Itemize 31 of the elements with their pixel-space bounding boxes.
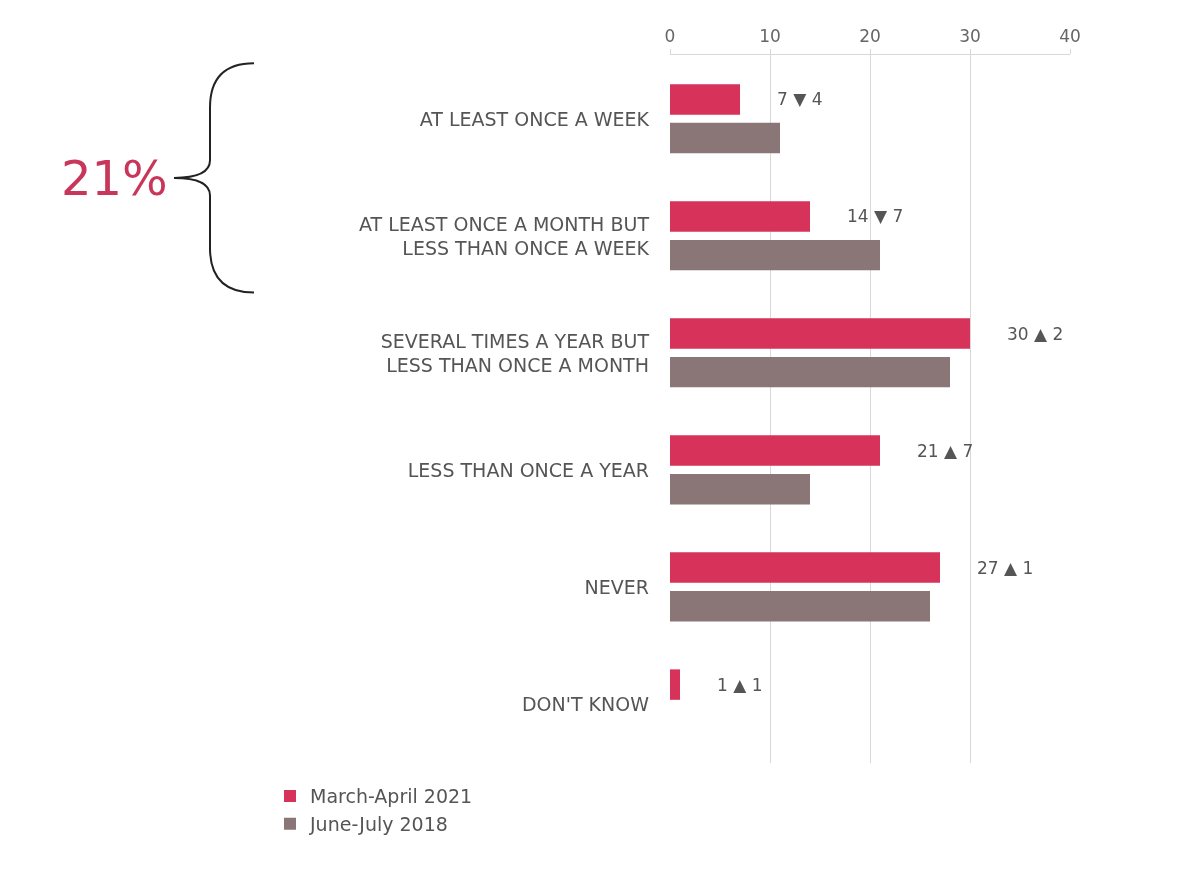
data-label: 14 ▼ 7	[813, 206, 904, 227]
text: 21%	[61, 150, 168, 206]
x-tick-label: 0	[664, 26, 676, 47]
x-tick-label: 20	[859, 26, 881, 47]
bar	[670, 239, 880, 271]
bar	[670, 356, 950, 388]
y-tick-label: AT LEAST ONCE A WEEK	[419, 108, 650, 131]
y-tick-label: SEVERAL TIMES A YEAR BUT LESS THAN ONCE A MONTH	[380, 329, 650, 377]
bar	[670, 590, 930, 622]
bar	[670, 318, 970, 349]
bar	[670, 552, 940, 583]
data-label: 1 ▲ 1	[683, 674, 763, 695]
legend-label: June-July 2018	[309, 813, 448, 836]
bar	[670, 84, 740, 115]
data-label: 21 ▲ 7	[883, 440, 974, 461]
y-tick-label: LESS THAN ONCE A YEAR	[407, 459, 649, 482]
y-tick-label: DON'T KNOW	[521, 693, 650, 716]
y-tick-label: NEVER	[584, 576, 649, 599]
data-label: 27 ▲ 1	[943, 557, 1034, 578]
bar	[670, 435, 880, 466]
data-label: 30 ▲ 2	[973, 323, 1064, 344]
x-tick-label: 30	[959, 26, 981, 47]
bar	[670, 669, 680, 700]
data-label: 7 ▼ 4	[743, 89, 823, 110]
legend-label: March-April 2021	[310, 785, 473, 808]
x-tick-label: 10	[759, 26, 781, 47]
bar	[670, 201, 810, 232]
x-tick-label: 40	[1059, 26, 1081, 47]
bar	[670, 473, 810, 505]
bar	[670, 122, 780, 154]
y-tick-label: AT LEAST ONCE A MONTH BUT LESS THAN ONCE A WEEK	[358, 212, 650, 260]
